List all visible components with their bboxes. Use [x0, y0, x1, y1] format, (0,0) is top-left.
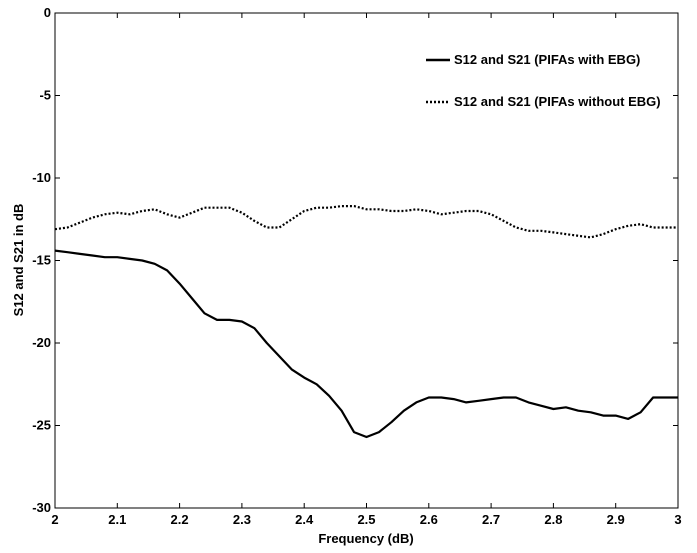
x-tick-label: 2.9	[607, 512, 625, 527]
y-tick-label: -30	[32, 500, 51, 515]
x-tick-label: 2.4	[295, 512, 314, 527]
series-layer	[54, 205, 678, 439]
legend-label-series-1: S12 and S21 (PIFAs with EBG)	[454, 52, 640, 67]
x-tick-label: 2	[51, 512, 58, 527]
series-line-1	[54, 249, 678, 439]
legend-label-series-2: S12 and S21 (PIFAs without EBG)	[454, 94, 661, 109]
x-axis-label: Frequency (dB)	[318, 531, 413, 546]
x-tick-label: 2.7	[482, 512, 500, 527]
y-tick-label: -20	[32, 335, 51, 350]
x-tick-label: 2.2	[171, 512, 189, 527]
x-tick-label: 2.3	[233, 512, 251, 527]
x-tick-label: 2.6	[420, 512, 438, 527]
ticks-layer: 2 2.1 2.2 2.3 2.4 2.5 2.6 2.7 2.8 2.9 3 -30 -25 -20 -1…	[32, 5, 681, 527]
series-line-2	[54, 205, 678, 239]
plot-area-frame	[54, 12, 679, 509]
x-tick-label: 2.1	[108, 512, 126, 527]
legend: S12 and S21 (PIFAs with EBG) S12 and S21…	[426, 52, 661, 109]
y-tick-label: 0	[44, 5, 51, 20]
y-tick-label: -10	[32, 170, 51, 185]
y-tick-label: -25	[32, 418, 51, 433]
y-tick-label: -5	[39, 88, 51, 103]
y-axis-label: S12 and S21 in dB	[11, 204, 26, 317]
x-tick-label: 3	[674, 512, 681, 527]
x-tick-label: 2.8	[544, 512, 562, 527]
y-tick-label: -15	[32, 253, 51, 268]
x-tick-label: 2.5	[357, 512, 375, 527]
